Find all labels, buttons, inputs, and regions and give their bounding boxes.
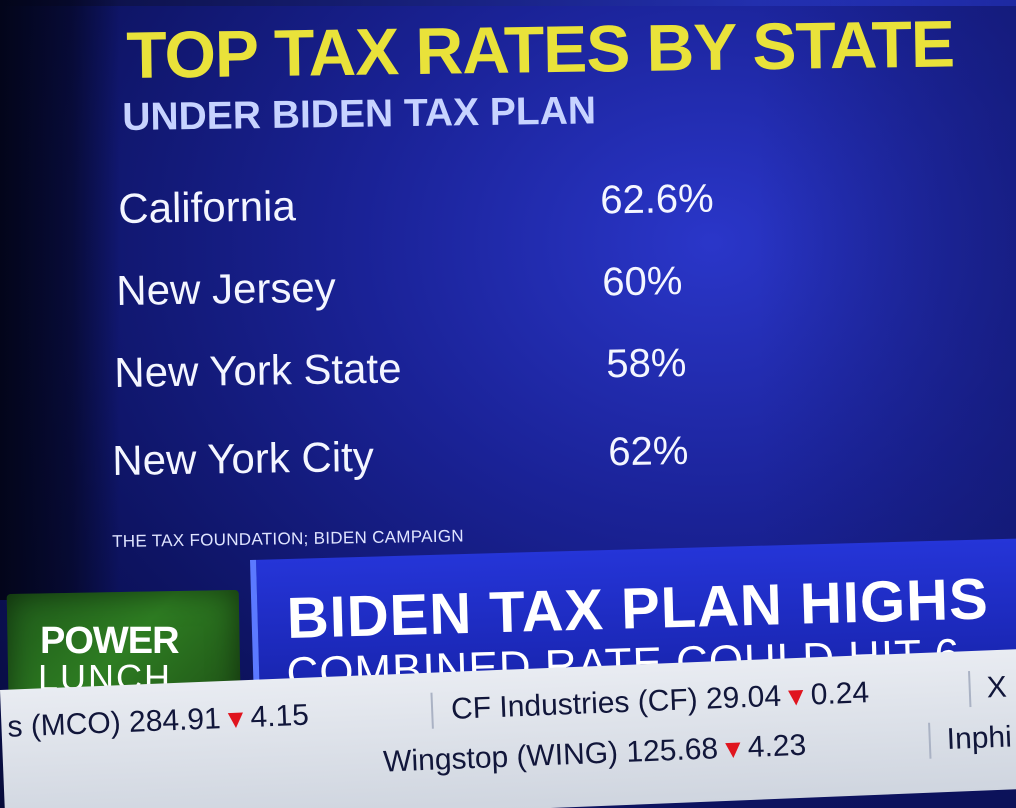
ticker-change: 4.23 xyxy=(747,728,807,765)
left-vignette xyxy=(0,0,120,600)
ticker-name: Wingstop (WING) 125.68 xyxy=(382,732,719,779)
graphic-title: TOP TAX RATES BY STATE xyxy=(125,6,955,92)
ticker-name: CF Industries (CF) 29.04 xyxy=(450,679,782,726)
rate-value: 62% xyxy=(607,428,689,475)
down-arrow-icon: ▼ xyxy=(222,703,250,735)
state-name: New Jersey xyxy=(115,263,337,314)
state-name: California xyxy=(117,182,297,232)
ticker-divider xyxy=(968,671,972,708)
rate-row-new-york-city: New York City 62% xyxy=(111,428,773,496)
rate-value: 60% xyxy=(601,259,683,305)
ticker-item: s (MCO) 284.91▼4.15 xyxy=(7,692,310,752)
rate-row-california: California 62.6% xyxy=(117,176,779,244)
ticker-item: Wingstop (WING) 125.68▼4.23 xyxy=(382,722,807,787)
rate-row-new-jersey: New Jersey 60% xyxy=(115,259,777,326)
source-credit: THE TAX FOUNDATION; BIDEN CAMPAIGN xyxy=(112,526,465,551)
ticker-divider xyxy=(928,722,932,759)
top-bezel xyxy=(0,0,1016,6)
ticker-item: X xyxy=(986,664,1008,713)
graphic-subtitle: UNDER BIDEN TAX PLAN xyxy=(121,89,597,139)
down-arrow-icon: ▼ xyxy=(782,680,810,712)
show-logo-power: POWER xyxy=(40,620,180,662)
ticker-name: s (MCO) 284.91 xyxy=(6,702,222,744)
ticker-change: 4.15 xyxy=(249,698,310,734)
ticker-item: CF Industries (CF) 29.04▼0.24 xyxy=(450,669,870,734)
rate-value: 62.6% xyxy=(599,176,715,223)
ticker-change: 0.24 xyxy=(810,676,870,712)
rate-row-new-york-state: New York State 58% xyxy=(113,341,775,408)
ticker-divider xyxy=(430,692,434,729)
state-name: New York State xyxy=(113,344,402,396)
rate-value: 58% xyxy=(605,341,687,387)
ticker-name: Inphi xyxy=(946,720,1013,757)
down-arrow-icon: ▼ xyxy=(719,733,747,765)
ticker-name: X xyxy=(986,670,1008,705)
ticker-item: Inphi xyxy=(946,713,1013,764)
background-shade xyxy=(756,0,1016,560)
state-name: New York City xyxy=(111,432,375,484)
